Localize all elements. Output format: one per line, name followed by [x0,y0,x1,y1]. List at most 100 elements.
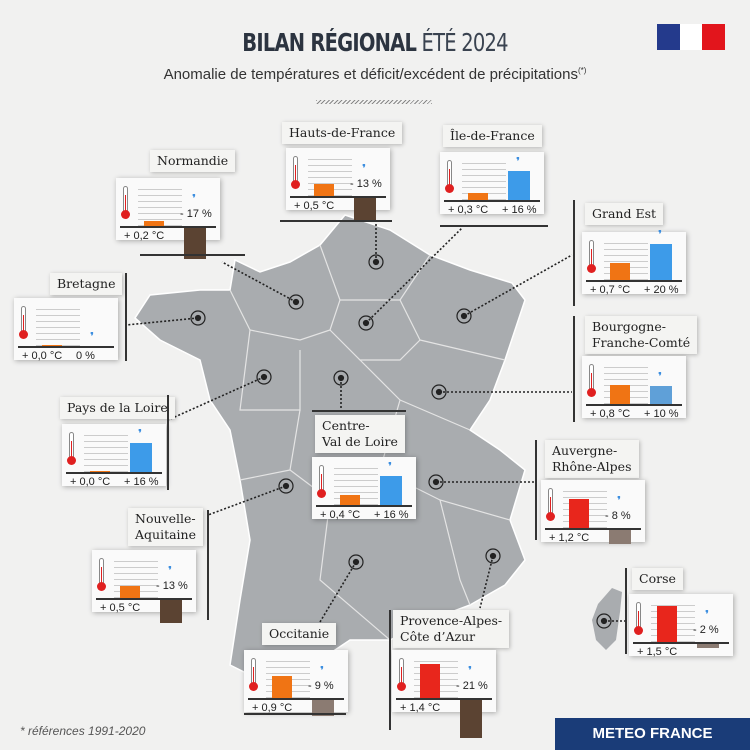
separator-line [167,395,169,490]
thermometer-icon [19,306,28,339]
precipitation-value: - 9 % [308,680,334,692]
temperature-value: + 0,9 °C [252,702,293,714]
raindrop-icon: ❜❜ [705,609,709,621]
precipitation-bar [650,386,672,404]
region-label-provence-alpes-côte-d-azur: Provence-Alpes- Côte d’Azur [393,610,510,648]
temperature-bar [272,676,292,698]
precipitation-value: + 16 % [374,509,409,521]
precipitation-value: + 10 % [644,408,679,420]
region-marker [432,478,440,486]
chart-baseline [396,698,492,700]
precipitation-bar [130,443,152,472]
separator-line [207,510,209,620]
leader-line [463,254,573,317]
temperature-bar [610,263,630,280]
region-label-pays-de-la-loire: Pays de la Loire [60,397,175,419]
region-label-île-de-france: Île-de-France [443,125,542,147]
chart-baseline [444,200,540,202]
chart-baseline [248,698,344,700]
thermometer-icon [291,156,300,189]
subtitle: Anomalie de températures et déficit/excé… [0,66,750,83]
title-bold: BILAN RÉGIONAL [242,28,417,57]
thermometer-icon [317,465,326,498]
chart-baseline [290,196,386,198]
footnote: * références 1991-2020 [20,724,146,738]
region-card-hauts-de-france[interactable]: + 0,5 °C ❜❜ - 13 % [286,148,390,222]
region-marker [372,258,380,266]
region-marker [428,474,444,490]
region-card-centre-val-de-loire[interactable]: + 0,4 °C ❜❜ + 16 % [312,457,416,521]
raindrop-icon: ❜❜ [192,193,196,205]
region-card-grand-est[interactable]: + 0,7 °C ❜❜ + 20 % [582,229,686,296]
temperature-bar [144,221,164,226]
temperature-value: + 1,5 °C [637,646,678,658]
region-card-pays-de-la-loire[interactable]: + 0,0 °C ❜❜ + 16 % [62,424,166,488]
raindrop-icon: ❜❜ [320,665,324,677]
region-card-bourgogne-franche-comté[interactable]: + 0,8 °C ❜❜ + 10 % [582,356,686,420]
temperature-value: + 1,2 °C [549,532,590,544]
region-marker [600,617,608,625]
separator-line [125,273,127,361]
raindrop-icon: ❜❜ [468,665,472,677]
temperature-bar [657,606,677,642]
precipitation-bar [312,700,334,717]
region-marker [282,482,290,490]
temperature-value: + 0,8 °C [590,408,631,420]
temperature-value: + 0,5 °C [100,602,141,614]
region-marker [435,388,443,396]
precipitation-value: - 13 % [156,580,188,592]
temperature-bar [610,384,630,404]
region-marker [456,308,472,324]
leader-line [207,485,287,516]
region-marker [260,373,268,381]
separator-line [573,200,575,306]
chart-baseline [633,642,729,644]
meteo-france-logo: METEO FRANCE [555,718,750,750]
republique-francaise-logo [657,24,726,50]
thermometer-icon [587,240,596,273]
chart-baseline [96,598,192,600]
raindrop-icon: ❜❜ [138,428,142,441]
region-marker [337,374,345,382]
region-label-grand-est: Grand Est [585,203,664,225]
separator-line [389,610,391,730]
decorative-hatch [316,100,432,104]
separator-line [440,225,548,227]
region-card-nouvelle-aquitaine[interactable]: + 0,5 °C ❜❜ - 13 % [92,550,196,624]
thermometer-icon [67,432,76,465]
raindrop-icon: ❜❜ [658,371,662,383]
precipitation-value: - 17 % [180,208,212,220]
temperature-bar [569,499,589,528]
temperature-bar [120,586,140,598]
region-marker [256,369,272,385]
temperature-value: + 0,7 °C [590,284,631,296]
precipitation-bar [508,171,530,200]
region-card-île-de-france[interactable]: + 0,3 °C ❜❜ + 16 % [440,152,544,216]
chart-baseline [586,404,682,406]
region-card-auvergne-rhône-alpes[interactable]: + 1,2 °C ❜❜ - 8 % [541,480,645,545]
region-card-bretagne[interactable]: + 0,0 °C ❜❜ 0 % [14,298,118,362]
region-label-bourgogne-franche-comté: Bourgogne- Franche-Comté [585,316,698,354]
precipitation-value: - 8 % [605,510,631,522]
thermometer-icon [546,488,555,521]
region-card-occitanie[interactable]: + 0,9 °C ❜❜ - 9 % [244,650,348,717]
temperature-value: + 0,3 °C [448,204,489,216]
region-marker [485,548,501,564]
precipitation-value: + 16 % [502,204,537,216]
chart-baseline [18,346,114,348]
region-card-normandie[interactable]: + 0,2 °C ❜❜ - 17 % [116,178,220,259]
precipitation-bar [609,530,631,545]
region-label-hauts-de-france: Hauts-de-France [282,122,403,144]
separator-line [140,254,245,256]
region-card-provence-alpes-côte-d-azur[interactable]: + 1,4 °C ❜❜ - 21 % [392,650,496,738]
region-label-nouvelle-aquitaine: Nouvelle- Aquitaine [128,508,203,546]
thermometer-icon [249,658,258,691]
precipitation-value: - 2 % [693,624,719,636]
precipitation-bar [650,244,672,280]
thermometer-icon [397,658,406,691]
separator-line [244,713,346,715]
chart-gridlines [84,430,128,472]
region-card-corse[interactable]: + 1,5 °C ❜❜ - 2 % [629,594,733,658]
region-label-bretagne: Bretagne [50,273,123,295]
region-marker [362,319,370,327]
